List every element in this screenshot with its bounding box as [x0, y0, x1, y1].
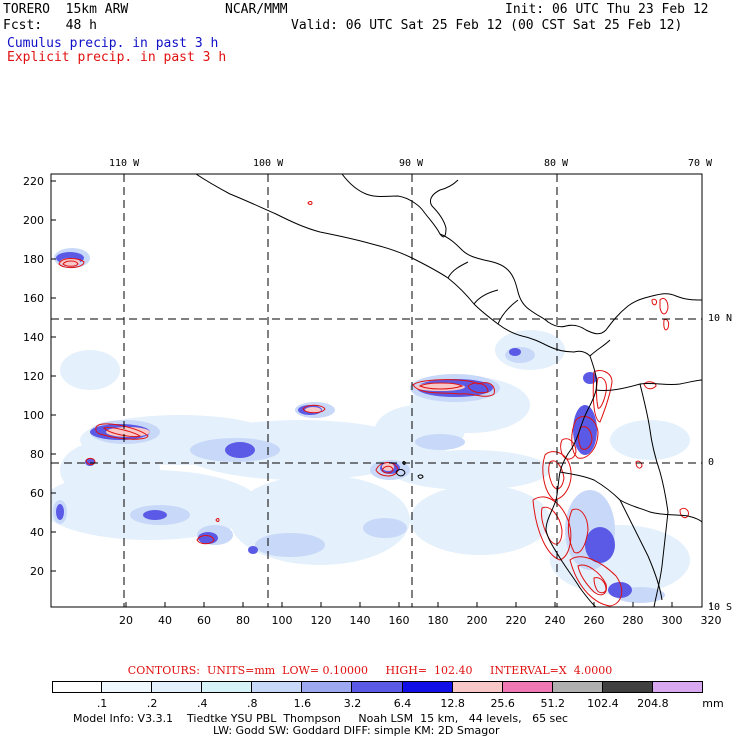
y-tick-label: 200 [23, 214, 44, 227]
x-tick-label: 220 [505, 614, 527, 627]
x-tick-label: 180 [427, 614, 449, 627]
x-tick-label: 260 [583, 614, 605, 627]
lon-label-90w: 90 W [399, 158, 424, 169]
explicit-precip-fill [60, 258, 465, 471]
y-tick-label: 20 [30, 565, 44, 578]
model-info-line2: LW: Godd SW: Goddard DIFF: simple KM: 2D… [213, 724, 500, 737]
x-tick-label: 40 [158, 614, 172, 627]
graticule [51, 174, 702, 607]
color-scale-label: 1.6 [293, 697, 312, 710]
valid-time: Valid: 06 UTC Sat 25 Feb 12 (00 CST Sat … [291, 18, 683, 33]
light-precip-areas [51, 330, 690, 595]
x-tick-label: 120 [310, 614, 332, 627]
color-scale-cell [502, 681, 553, 693]
color-scale-cell [652, 681, 704, 693]
color-scale-label: 6.4 [393, 697, 412, 710]
field-label-cumulus: Cumulus precip. in past 3 h [7, 36, 219, 51]
x-tick-label: 200 [466, 614, 488, 627]
forecast-hour: Fcst: 48 h [3, 18, 97, 33]
lon-label-100w: 100 W [253, 158, 284, 169]
contours-info: CONTOURS: UNITS=mm LOW= 0.10000 HIGH= 10… [127, 664, 613, 677]
y-tick-label: 140 [23, 331, 44, 344]
y-tick-label: 40 [30, 526, 44, 539]
color-scale-cell [52, 681, 103, 693]
coastlines [195, 174, 702, 607]
color-scale-label: 102.4 [587, 697, 619, 710]
color-scale-label: 3.2 [343, 697, 362, 710]
x-tick-label: 100 [271, 614, 293, 627]
y-tick-label: 60 [30, 487, 44, 500]
x-tick-label: 280 [622, 614, 644, 627]
x-tick-label: 300 [661, 614, 683, 627]
color-scale-unit: mm [702, 697, 724, 710]
x-tick-label: 240 [544, 614, 566, 627]
model-info-line1: Model Info: V3.3.1 Tiedtke YSU PBL Thomp… [73, 712, 569, 725]
field-label-explicit: Explicit precip. in past 3 h [7, 50, 227, 65]
y-tick-label: 80 [30, 448, 44, 461]
color-scale-cell [552, 681, 603, 693]
color-scale-label: .1 [96, 697, 108, 710]
color-scale-label: .4 [196, 697, 208, 710]
lat-label-10n: 10 N [708, 313, 733, 324]
color-scale-label: 12.8 [440, 697, 465, 710]
x-tick-label: 60 [197, 614, 211, 627]
color-scale-cell [302, 681, 353, 693]
color-scale-cell [352, 681, 403, 693]
color-scale-cell [152, 681, 203, 693]
lon-label-70w: 70 W [688, 158, 713, 169]
x-tick-label: 160 [388, 614, 410, 627]
y-tick-label: 160 [23, 292, 44, 305]
x-tick-label: 320 [700, 614, 722, 627]
x-tick-label: 80 [236, 614, 250, 627]
x-tick-label: 20 [119, 614, 133, 627]
color-scale-label: 25.6 [490, 697, 515, 710]
color-scale-label: 51.2 [540, 697, 566, 710]
color-scale-label: .8 [247, 697, 258, 710]
color-scale-label: .2 [146, 697, 158, 710]
color-scale-label: 204.8 [637, 697, 669, 710]
color-scale-cell [602, 681, 653, 693]
plot-frame [50, 173, 703, 608]
y-tick-label: 100 [23, 409, 44, 422]
lat-label-0: 0 [708, 457, 715, 468]
model-title: TORERO 15km ARW [3, 2, 129, 17]
init-time: Init: 06 UTC Thu 23 Feb 12 [505, 2, 709, 17]
y-tick-label: 180 [23, 253, 44, 266]
color-scale-bar [52, 681, 704, 693]
axis-ticks [51, 180, 712, 607]
color-scale-cell [402, 681, 453, 693]
lon-label-80w: 80 W [544, 158, 569, 169]
lon-label-110w: 110 W [109, 158, 140, 169]
explicit-precip-contours [58, 201, 689, 607]
organization-label: NCAR/MMM [225, 2, 288, 17]
color-scale-cell [102, 681, 153, 693]
color-scale-cell [202, 681, 253, 693]
color-scale-cell [452, 681, 503, 693]
color-scale-cell [252, 681, 303, 693]
y-tick-label: 120 [23, 370, 44, 383]
lat-label-10s: 10 S [708, 602, 733, 613]
x-tick-label: 140 [349, 614, 371, 627]
y-tick-label: 220 [23, 175, 44, 188]
